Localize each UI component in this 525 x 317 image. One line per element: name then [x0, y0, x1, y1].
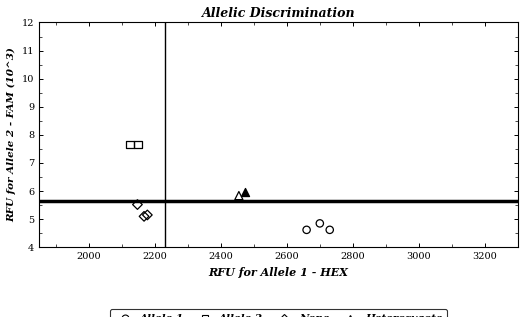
- Point: [134, 142, 142, 147]
- Title: Allelic Discrimination: Allelic Discrimination: [202, 7, 355, 20]
- Point: [326, 227, 334, 232]
- Point: [316, 221, 324, 226]
- Point: [143, 212, 152, 217]
- Point: [125, 142, 134, 147]
- Point: [242, 189, 250, 194]
- Y-axis label: RFU for Allele 2 - FAM (10^3): RFU for Allele 2 - FAM (10^3): [7, 48, 16, 222]
- Point: [140, 214, 148, 219]
- Point: [133, 202, 142, 207]
- Point: [235, 193, 243, 198]
- X-axis label: RFU for Allele 1 - HEX: RFU for Allele 1 - HEX: [208, 267, 349, 278]
- Point: [302, 227, 311, 232]
- Legend: Allele 1, Allele 2, None, Heterozygote: Allele 1, Allele 2, None, Heterozygote: [110, 309, 447, 317]
